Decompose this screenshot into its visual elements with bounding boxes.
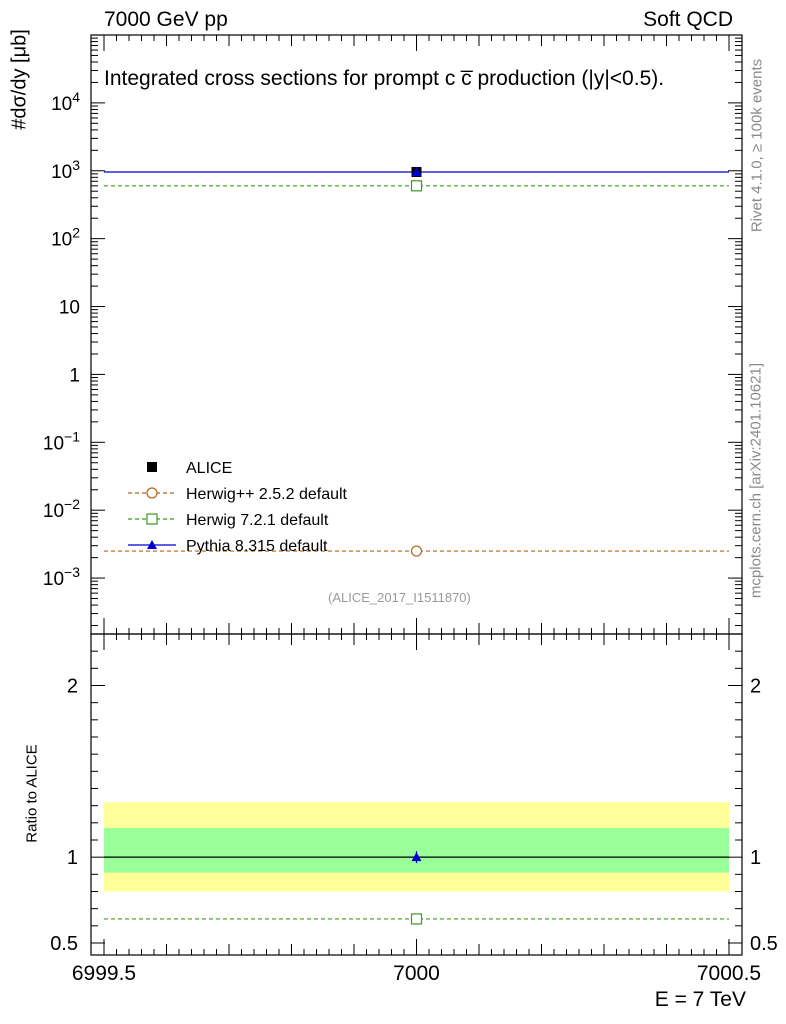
main-y-axis-label: #dσ/dy [μb] [8, 29, 31, 130]
header-right: Soft QCD [643, 8, 733, 31]
ratio-band-inner [104, 827, 729, 873]
x-tick-label: 7000.5 [697, 962, 761, 985]
header-left: 7000 GeV pp [104, 8, 228, 31]
rivet-version-label: Rivet 4.1.0, ≥ 100k events [748, 58, 766, 233]
legend-herwig-2-5-2-default-marker [146, 487, 158, 499]
pythia-8-315-default-main-marker [411, 166, 422, 176]
main-y-tick-label: 10−1 [43, 428, 80, 454]
mcplots-label: mcplots.cern.ch [arXiv:2401.10621] [747, 362, 765, 599]
main-y-tick-label: 1 [69, 365, 80, 386]
main-y-tick-label: 103 [51, 157, 80, 183]
pythia-8-315-default-ratio-marker [411, 852, 422, 862]
ratio-y-tick-label-right: 0.5 [750, 933, 778, 955]
main-y-tick-label: 10 [59, 298, 80, 319]
x-tick-label: 6999.5 [72, 962, 136, 985]
ratio-y-axis-label: Ratio to ALICE [23, 744, 41, 843]
main-y-tick-label: 10−3 [43, 564, 80, 590]
legend-pythia-8-315-default-label: Pythia 8.315 default [186, 538, 328, 555]
main-y-tick-label: 102 [51, 225, 80, 251]
x-tick-label: 7000 [393, 962, 440, 985]
main-y-tick-label: 10−2 [43, 496, 80, 522]
legend-alice-marker [147, 462, 157, 472]
legend-herwig-2-5-2-default-label: Herwig++ 2.5.2 default [186, 486, 348, 503]
legend-herwig-7-2-1-default-marker [146, 513, 158, 525]
chart-title: Integrated cross sections for prompt c c… [104, 67, 665, 90]
x-axis-label: E = 7 TeV [654, 988, 746, 1011]
ratio-y-tick-label: 2 [67, 675, 78, 697]
legend-herwig-7-2-1-default-label: Herwig 7.2.1 default [186, 512, 329, 529]
herwig-7-2-1-default-main-marker [410, 180, 423, 192]
ratio-y-tick-label: 0.5 [50, 933, 78, 955]
ratio-y-tick-label-right: 2 [750, 675, 761, 697]
analysis-label: (ALICE_2017_I1511870) [328, 590, 471, 605]
ratio-y-tick-label-right: 1 [750, 847, 761, 869]
main-y-tick-label: 104 [51, 89, 80, 115]
legend-alice-label: ALICE [186, 460, 232, 477]
ratio-panel-frame [90, 633, 743, 956]
legend-pythia-8-315-default-marker [147, 540, 157, 549]
ratio-y-tick-label: 1 [67, 847, 78, 869]
herwig-2-5-2-default-main-marker [410, 545, 423, 557]
herwig-7-2-1-default-ratio-marker [410, 913, 423, 925]
